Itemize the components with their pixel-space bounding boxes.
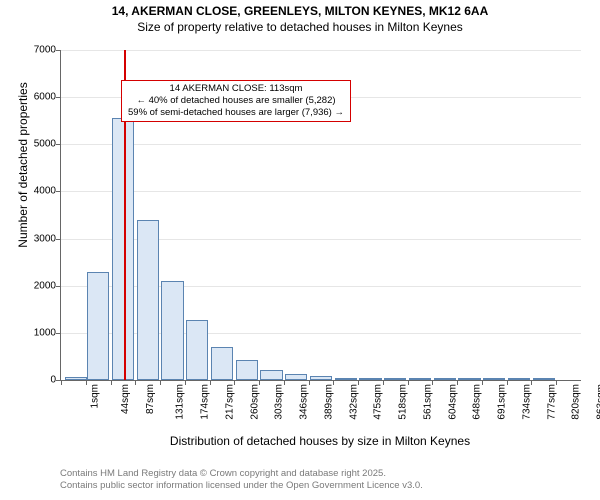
y-axis-label: Number of detached properties: [16, 15, 30, 315]
x-tick-label: 87sqm: [145, 384, 156, 414]
histogram-bar: [285, 374, 307, 380]
histogram-bar: [310, 376, 332, 380]
y-tick-label: 5000: [34, 139, 61, 150]
x-tick-label: 820sqm: [571, 384, 582, 420]
y-tick-label: 0: [50, 375, 61, 386]
x-tick-label: 1sqm: [89, 384, 100, 408]
y-tick-label: 1000: [34, 327, 61, 338]
x-tick-label: 734sqm: [522, 384, 533, 420]
x-tick-label: 777sqm: [546, 384, 557, 420]
histogram-bar: [65, 377, 87, 380]
footer-line1: Contains HM Land Registry data © Crown c…: [60, 468, 423, 480]
x-tick: [284, 380, 285, 385]
histogram-bar: [384, 378, 406, 380]
histogram-bar: [186, 320, 208, 380]
annotation-line2: ← 40% of detached houses are smaller (5,…: [128, 95, 344, 107]
x-tick: [383, 380, 384, 385]
histogram-bar: [434, 378, 456, 380]
chart-title-main: 14, AKERMAN CLOSE, GREENLEYS, MILTON KEY…: [0, 4, 600, 18]
x-tick-label: 604sqm: [447, 384, 458, 420]
x-tick-label: 131sqm: [175, 384, 186, 420]
x-tick-label: 475sqm: [373, 384, 384, 420]
annotation-line3: 59% of semi-detached houses are larger (…: [128, 107, 344, 119]
x-tick-label: 260sqm: [249, 384, 260, 420]
y-tick-label: 4000: [34, 186, 61, 197]
x-tick: [556, 380, 557, 385]
x-tick: [259, 380, 260, 385]
histogram-bar: [87, 272, 109, 380]
x-tick-label: 346sqm: [299, 384, 310, 420]
x-tick: [408, 380, 409, 385]
y-tick-label: 3000: [34, 233, 61, 244]
x-tick: [160, 380, 161, 385]
x-tick: [86, 380, 87, 385]
x-tick: [210, 380, 211, 385]
x-tick: [185, 380, 186, 385]
plot-area: 010002000300040005000600070001sqm44sqm87…: [60, 50, 581, 381]
x-tick: [482, 380, 483, 385]
x-tick-label: 303sqm: [274, 384, 285, 420]
y-tick-label: 6000: [34, 92, 61, 103]
histogram-bar: [211, 347, 233, 380]
y-tick-label: 2000: [34, 280, 61, 291]
footer-note: Contains HM Land Registry data © Crown c…: [60, 468, 423, 492]
annotation-box: 14 AKERMAN CLOSE: 113sqm← 40% of detache…: [121, 80, 351, 122]
histogram-bar: [483, 378, 505, 380]
histogram-bar: [409, 378, 431, 380]
gridline: [61, 191, 581, 192]
histogram-bar: [236, 360, 258, 380]
chart-container: 14, AKERMAN CLOSE, GREENLEYS, MILTON KEY…: [0, 0, 600, 500]
x-tick-label: 174sqm: [200, 384, 211, 420]
x-tick-label: 648sqm: [472, 384, 483, 420]
x-tick: [333, 380, 334, 385]
x-tick-label: 432sqm: [348, 384, 359, 420]
x-tick-label: 389sqm: [323, 384, 334, 420]
x-tick-label: 44sqm: [120, 384, 131, 414]
x-tick: [61, 380, 62, 385]
histogram-bar: [359, 378, 381, 380]
annotation-line1: 14 AKERMAN CLOSE: 113sqm: [128, 83, 344, 95]
histogram-bar: [112, 118, 134, 380]
histogram-bar: [161, 281, 183, 380]
histogram-bar: [137, 220, 159, 380]
x-tick: [432, 380, 433, 385]
histogram-bar: [335, 378, 357, 380]
x-tick-label: 863sqm: [596, 384, 600, 420]
x-tick-label: 217sqm: [224, 384, 235, 420]
x-tick-label: 518sqm: [398, 384, 409, 420]
gridline: [61, 144, 581, 145]
x-axis-label: Distribution of detached houses by size …: [60, 434, 580, 448]
x-tick: [507, 380, 508, 385]
x-tick: [358, 380, 359, 385]
y-tick-label: 7000: [34, 45, 61, 56]
histogram-bar: [508, 378, 530, 380]
histogram-bar: [458, 378, 480, 380]
x-tick: [309, 380, 310, 385]
x-tick: [135, 380, 136, 385]
x-tick-label: 561sqm: [422, 384, 433, 420]
histogram-bar: [260, 370, 282, 380]
histogram-bar: [533, 378, 555, 380]
x-tick: [457, 380, 458, 385]
footer-line2: Contains public sector information licen…: [60, 480, 423, 492]
x-tick: [234, 380, 235, 385]
x-tick-label: 691sqm: [497, 384, 508, 420]
x-tick: [531, 380, 532, 385]
gridline: [61, 50, 581, 51]
chart-title-sub: Size of property relative to detached ho…: [0, 20, 600, 34]
x-tick: [111, 380, 112, 385]
